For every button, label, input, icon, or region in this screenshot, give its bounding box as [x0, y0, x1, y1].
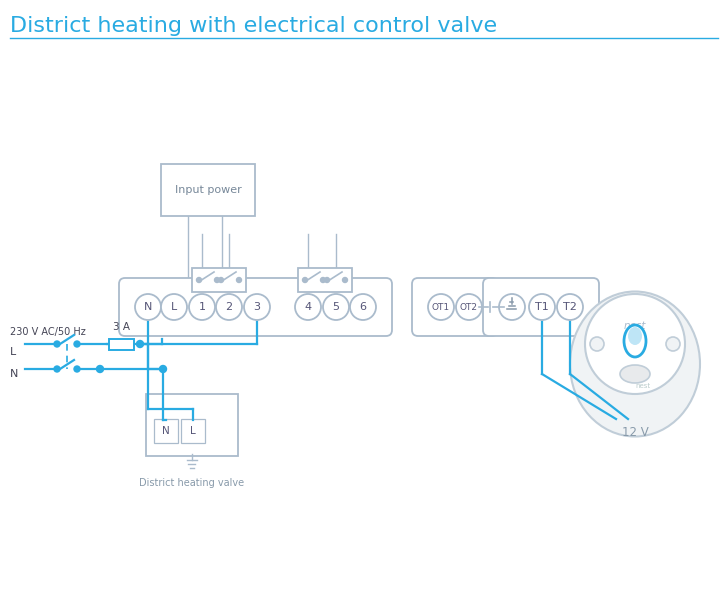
Text: 1: 1 [199, 302, 205, 312]
Circle shape [428, 294, 454, 320]
Circle shape [350, 294, 376, 320]
Text: 6: 6 [360, 302, 366, 312]
FancyBboxPatch shape [119, 278, 392, 336]
Text: T2: T2 [563, 302, 577, 312]
FancyBboxPatch shape [412, 278, 498, 336]
Text: L: L [190, 426, 196, 436]
Circle shape [197, 277, 202, 283]
FancyBboxPatch shape [146, 394, 238, 456]
Circle shape [320, 277, 325, 283]
Ellipse shape [628, 327, 642, 345]
Circle shape [159, 365, 167, 372]
Text: L: L [10, 347, 16, 357]
Circle shape [666, 337, 680, 351]
Text: N: N [10, 369, 18, 379]
FancyBboxPatch shape [109, 339, 135, 349]
Circle shape [218, 277, 223, 283]
Circle shape [244, 294, 270, 320]
Circle shape [189, 294, 215, 320]
Circle shape [74, 341, 80, 347]
Text: L: L [171, 302, 177, 312]
Circle shape [136, 340, 143, 347]
Text: OT2: OT2 [460, 302, 478, 311]
Circle shape [456, 294, 482, 320]
Circle shape [135, 294, 161, 320]
FancyBboxPatch shape [154, 419, 178, 443]
Circle shape [216, 294, 242, 320]
Text: 12 V: 12 V [622, 425, 649, 438]
Circle shape [74, 366, 80, 372]
Circle shape [557, 294, 583, 320]
FancyBboxPatch shape [181, 419, 205, 443]
Circle shape [295, 294, 321, 320]
FancyBboxPatch shape [483, 278, 599, 336]
Circle shape [215, 277, 220, 283]
FancyBboxPatch shape [192, 268, 246, 292]
Circle shape [323, 294, 349, 320]
Text: 230 V AC/50 Hz: 230 V AC/50 Hz [10, 327, 86, 337]
Circle shape [54, 366, 60, 372]
Text: OT1: OT1 [432, 302, 450, 311]
Text: 3: 3 [253, 302, 261, 312]
Ellipse shape [570, 292, 700, 437]
Circle shape [499, 294, 525, 320]
Text: 5: 5 [333, 302, 339, 312]
Circle shape [303, 277, 307, 283]
Text: 4: 4 [304, 302, 312, 312]
Text: T1: T1 [535, 302, 549, 312]
Text: N: N [162, 426, 170, 436]
Text: District heating valve: District heating valve [140, 478, 245, 488]
Circle shape [161, 294, 187, 320]
Circle shape [585, 294, 685, 394]
Circle shape [237, 277, 242, 283]
FancyBboxPatch shape [161, 164, 255, 216]
Circle shape [325, 277, 330, 283]
Circle shape [529, 294, 555, 320]
Ellipse shape [620, 365, 650, 383]
Ellipse shape [624, 325, 646, 357]
Circle shape [97, 365, 103, 372]
Circle shape [342, 277, 347, 283]
Text: Input power: Input power [175, 185, 242, 195]
Circle shape [54, 341, 60, 347]
Text: District heating with electrical control valve: District heating with electrical control… [10, 16, 497, 36]
Text: nest: nest [624, 321, 646, 331]
Text: 3 A: 3 A [114, 322, 130, 332]
FancyBboxPatch shape [298, 268, 352, 292]
Text: N: N [144, 302, 152, 312]
Circle shape [590, 337, 604, 351]
Text: 2: 2 [226, 302, 232, 312]
Text: nest: nest [636, 383, 651, 389]
